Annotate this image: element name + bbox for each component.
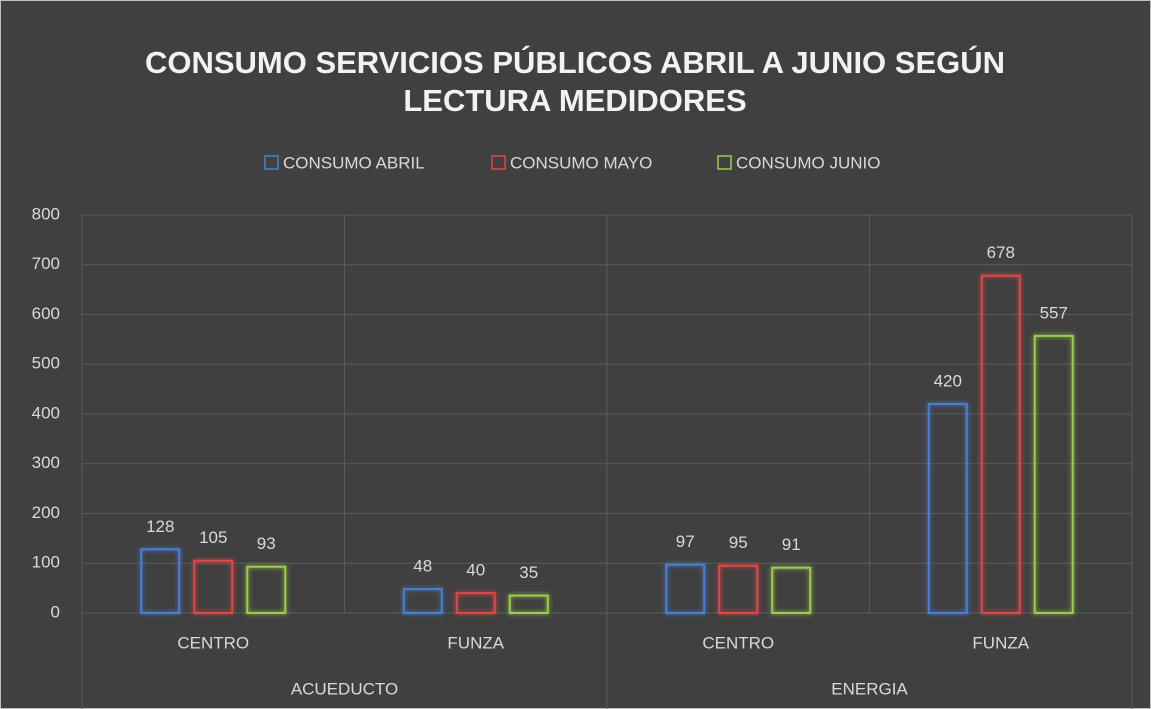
bar: [927, 403, 968, 614]
x-tick-label: FUNZA: [972, 633, 1029, 652]
bar: [718, 564, 759, 614]
x-tick-label: CENTRO: [177, 633, 249, 652]
group-label: ENERGIA: [831, 679, 908, 698]
data-label: 40: [466, 561, 485, 580]
bar: [140, 548, 181, 615]
bar: [193, 559, 234, 615]
data-label: 48: [413, 557, 432, 576]
y-tick-label: 400: [32, 403, 60, 422]
legend-swatch: [717, 155, 732, 170]
group-label: ACUEDUCTO: [291, 679, 398, 698]
y-tick-label: 700: [32, 254, 60, 273]
bar: [1033, 334, 1074, 614]
data-label: 420: [934, 372, 962, 391]
data-label: 95: [729, 533, 748, 552]
x-tick-label: FUNZA: [447, 633, 504, 652]
y-tick-label: 0: [51, 602, 60, 621]
legend-swatch: [491, 155, 506, 170]
bar: [980, 274, 1021, 614]
bar: [508, 594, 549, 615]
data-label: 128: [146, 517, 174, 536]
bar: [771, 566, 812, 614]
bar: [402, 588, 443, 614]
y-tick-label: 500: [32, 354, 60, 373]
chart-title: CONSUMO SERVICIOS PÚBLICOS ABRIL A JUNIO…: [144, 45, 1006, 118]
x-tick-label: CENTRO: [702, 633, 774, 652]
data-label: 678: [987, 243, 1015, 262]
data-label: 93: [257, 534, 276, 553]
legend-label: CONSUMO JUNIO: [736, 153, 881, 172]
data-label: 105: [199, 528, 227, 547]
y-tick-label: 600: [32, 304, 60, 323]
bar: [246, 565, 287, 614]
data-label: 91: [782, 535, 801, 554]
bar: [455, 592, 496, 614]
data-label: 35: [519, 563, 538, 582]
legend-label: CONSUMO ABRIL: [283, 153, 425, 172]
y-tick-label: 100: [32, 553, 60, 572]
y-tick-label: 300: [32, 453, 60, 472]
y-tick-label: 200: [32, 503, 60, 522]
bar: [665, 563, 706, 614]
data-label: 557: [1040, 303, 1068, 322]
y-tick-label: 800: [32, 204, 60, 223]
legend-label: CONSUMO MAYO: [510, 153, 652, 172]
data-label: 97: [676, 532, 695, 551]
legend-swatch: [264, 155, 279, 170]
